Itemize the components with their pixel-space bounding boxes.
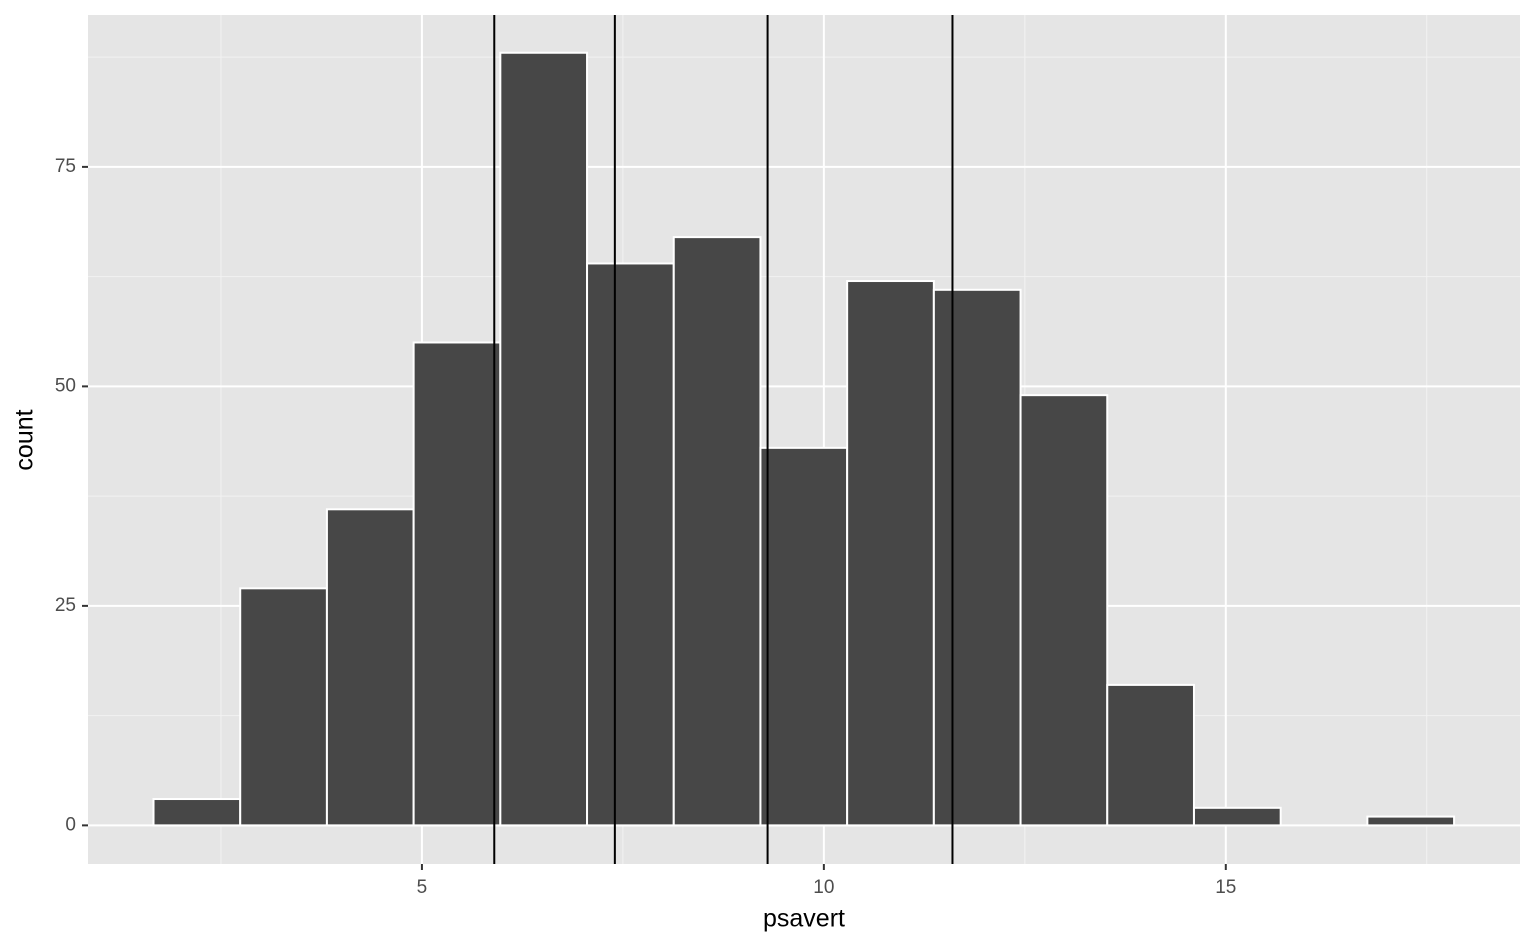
bar: [1019, 394, 1109, 827]
bar: [932, 288, 1022, 827]
bar: [1106, 683, 1195, 827]
bar: [325, 508, 415, 827]
x-tick-label: 10: [813, 877, 834, 898]
bar: [239, 587, 328, 827]
bar: [1192, 806, 1282, 827]
y-tick-label: 50: [55, 375, 76, 396]
bar: [672, 236, 762, 827]
x-tick-label: 15: [1215, 877, 1236, 898]
bar: [1366, 815, 1456, 827]
y-tick-label: 25: [55, 595, 76, 616]
x-axis-title: psavert: [763, 905, 845, 933]
bar: [846, 280, 935, 827]
bar: [759, 446, 849, 827]
bar: [412, 341, 502, 827]
bar: [152, 798, 242, 827]
bar: [499, 51, 589, 827]
bar: [586, 262, 675, 827]
x-tick-label: 5: [417, 877, 428, 898]
y-tick-label: 0: [65, 814, 76, 835]
y-axis-title: count: [11, 409, 39, 470]
y-tick-label: 75: [55, 156, 76, 177]
